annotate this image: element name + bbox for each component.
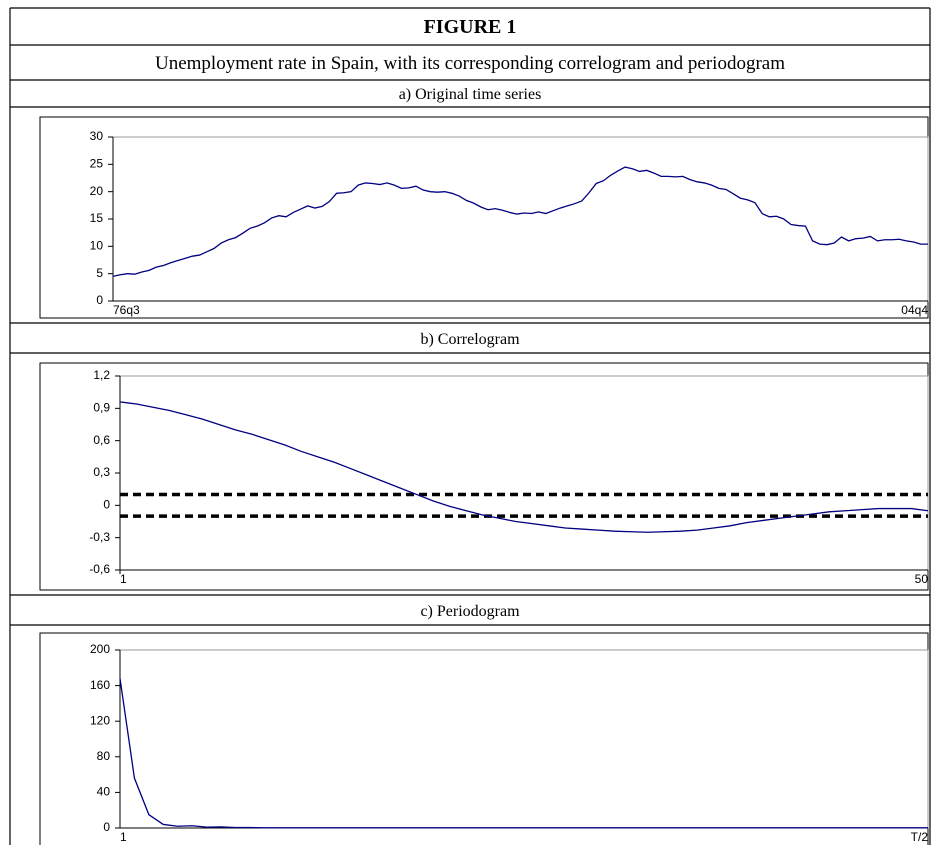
series-line [112, 166, 928, 278]
series-line [119, 678, 928, 829]
y-tick-label: 0,6 [93, 433, 110, 447]
y-tick-label: 80 [97, 749, 111, 763]
y-tick-label: 10 [90, 239, 104, 253]
y-tick-label: 1,2 [93, 368, 110, 382]
x-tick-label: 04q4 [901, 303, 928, 317]
plot-frame [119, 375, 929, 571]
panel-frame [39, 632, 929, 845]
y-tick-label: 15 [90, 211, 104, 225]
y-tick-label: 25 [90, 157, 104, 171]
y-tick-label: 5 [96, 266, 103, 280]
y-tick-label: 0,3 [93, 465, 110, 479]
table-grid [9, 7, 931, 845]
plot-frame [119, 649, 929, 829]
figure-title: FIGURE 1 [424, 16, 517, 38]
y-tick-label: 0 [103, 820, 110, 834]
y-tick-label: 120 [90, 713, 110, 727]
x-tick-label: T/2 [911, 830, 929, 844]
y-tick-label: 0 [96, 293, 103, 307]
y-tick-label: 200 [90, 642, 110, 656]
panel-frame [39, 362, 929, 591]
x-tick-label: 1 [120, 572, 127, 586]
plot-frame [112, 136, 929, 302]
y-tick-label: 20 [90, 184, 104, 198]
panel-title: b) Correlogram [420, 331, 520, 348]
panel-title: a) Original time series [399, 86, 542, 103]
panel-frame [39, 116, 929, 319]
panel-frames [39, 116, 929, 845]
y-tick-label: 160 [90, 678, 110, 692]
y-tick-label: 30 [90, 129, 104, 143]
x-tick-label: 76q3 [113, 303, 140, 317]
panel-title: c) Periodogram [420, 603, 520, 620]
y-tick-label: 0,9 [93, 401, 110, 415]
y-tick-label: -0,6 [89, 562, 110, 576]
y-tick-label: -0,3 [89, 530, 110, 544]
x-tick-label: 1 [120, 830, 127, 844]
figure-subtitle: Unemployment rate in Spain, with its cor… [155, 53, 785, 74]
series-line [119, 401, 929, 533]
y-tick-label: 40 [97, 785, 111, 799]
x-tick-label: 50 [915, 572, 929, 586]
y-tick-label: 0 [103, 498, 110, 512]
